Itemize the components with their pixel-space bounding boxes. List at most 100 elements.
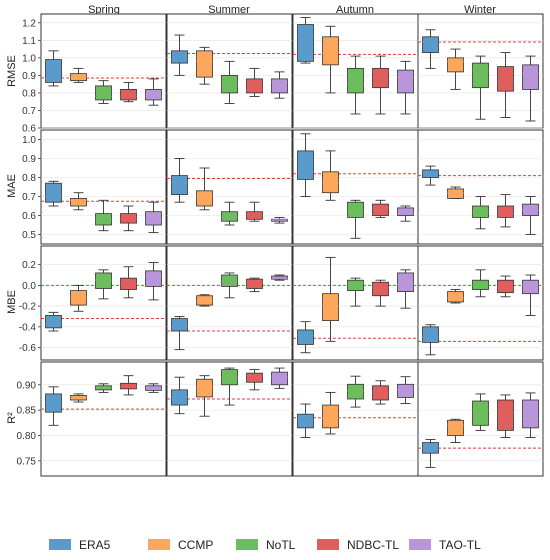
panel-mae-autumn xyxy=(292,129,419,245)
y-tick-label: 1.1 xyxy=(22,36,36,47)
box-body xyxy=(246,78,263,94)
panel-mbe-winter xyxy=(417,245,544,361)
box-ccmp xyxy=(322,25,339,94)
legend-item-ccmp: CCMP xyxy=(148,538,213,552)
box-body xyxy=(145,270,162,287)
legend-swatch xyxy=(148,539,170,550)
box-body xyxy=(297,329,314,345)
box-tao-tl xyxy=(271,216,288,224)
box-tao-tl xyxy=(271,71,288,99)
box-era5 xyxy=(45,50,62,87)
box-notl xyxy=(221,60,238,104)
box-body xyxy=(397,383,414,398)
legend-swatch xyxy=(49,539,71,550)
box-tao-tl xyxy=(397,205,414,222)
box-body xyxy=(221,74,238,94)
box-notl xyxy=(221,201,238,226)
box-body xyxy=(196,190,213,207)
box-era5 xyxy=(45,180,62,207)
legend-item-ndbc-tl: NDBC-TL xyxy=(317,538,399,552)
box-body xyxy=(171,50,188,64)
box-ccmp xyxy=(196,46,213,85)
box-notl xyxy=(472,55,489,120)
box-era5 xyxy=(171,34,188,76)
box-ccmp xyxy=(322,391,339,435)
box-body xyxy=(472,400,489,426)
box-tao-tl xyxy=(145,78,162,106)
y-tick-label: 0.6 xyxy=(22,211,36,222)
box-ccmp xyxy=(196,375,213,417)
box-body xyxy=(322,404,339,429)
box-body xyxy=(271,78,288,94)
box-notl xyxy=(95,80,112,104)
box-era5 xyxy=(171,158,188,203)
box-ccmp xyxy=(70,284,87,312)
y-tick-label: -0.4 xyxy=(19,322,37,333)
metric-label-rmse: RMSE xyxy=(6,55,18,87)
season-strip-labels: Spring Summer Autumn Winter xyxy=(88,4,496,16)
box-ndbc-tl xyxy=(120,205,137,232)
legend-label: TAO-TL xyxy=(439,538,481,552)
box-notl xyxy=(221,272,238,299)
box-era5 xyxy=(422,439,439,468)
box-notl xyxy=(347,375,364,408)
legend-item-notl: NoTL xyxy=(236,538,296,552)
box-body xyxy=(171,175,188,196)
box-body xyxy=(397,69,414,94)
season-label-summer: Summer xyxy=(208,4,250,16)
box-body xyxy=(271,371,288,386)
box-body xyxy=(372,67,389,89)
y-tick-label: 0.75 xyxy=(17,456,37,467)
y-tick-label: 0.6 xyxy=(22,124,36,135)
box-body xyxy=(522,399,539,429)
box-ndbc-tl xyxy=(120,375,137,396)
y-tick-label: 0.8 xyxy=(22,88,36,99)
box-ccmp xyxy=(70,192,87,211)
box-body xyxy=(145,89,162,101)
box-ccmp xyxy=(196,294,213,307)
box-body xyxy=(221,211,238,222)
box-body xyxy=(322,36,339,66)
legend-label: NoTL xyxy=(266,538,296,552)
box-tao-tl xyxy=(522,392,539,438)
box-era5 xyxy=(422,324,439,356)
y-tick-label: 0.2 xyxy=(22,260,36,271)
box-notl xyxy=(472,393,489,431)
panel-mbe-spring: -0.6 -0.4 -0.2 0.0 0.2 xyxy=(19,245,167,361)
box-body xyxy=(120,89,137,101)
box-notl xyxy=(472,196,489,230)
box-body xyxy=(422,326,439,343)
metric-label-mbe: MBE xyxy=(6,290,18,314)
season-label-winter: Winter xyxy=(464,4,496,16)
box-tao-tl xyxy=(145,383,162,393)
y-tick-label: 0.0 xyxy=(22,281,36,292)
box-ndbc-tl xyxy=(246,369,263,391)
box-body xyxy=(95,85,112,101)
y-tick-label: 1.0 xyxy=(22,135,36,146)
box-body xyxy=(447,291,464,303)
legend: ERA5 CCMP NoTL NDBC-TL TAO-TL xyxy=(49,538,481,552)
box-ndbc-tl xyxy=(246,277,263,293)
box-tao-tl xyxy=(145,262,162,301)
box-notl xyxy=(347,55,364,115)
box-ccmp xyxy=(70,67,87,83)
box-body xyxy=(297,413,314,429)
box-notl xyxy=(347,199,364,239)
box-tao-tl xyxy=(397,60,414,115)
panel-mbe-autumn xyxy=(292,245,419,361)
box-body xyxy=(70,197,87,207)
box-ndbc-tl xyxy=(372,199,389,218)
box-ccmp xyxy=(447,48,464,90)
season-label-spring: Spring xyxy=(88,4,120,16)
panel-r2-spring: 0.75 0.80 0.85 0.90 xyxy=(17,361,167,477)
box-era5 xyxy=(297,17,314,64)
box-ndbc-tl xyxy=(246,201,263,222)
box-ccmp xyxy=(447,418,464,444)
panel-r2-autumn xyxy=(292,361,419,477)
box-body xyxy=(347,201,364,218)
box-body xyxy=(447,188,464,199)
box-era5 xyxy=(45,386,62,426)
box-body xyxy=(297,150,314,180)
box-body xyxy=(447,419,464,436)
box-tao-tl xyxy=(522,55,539,122)
